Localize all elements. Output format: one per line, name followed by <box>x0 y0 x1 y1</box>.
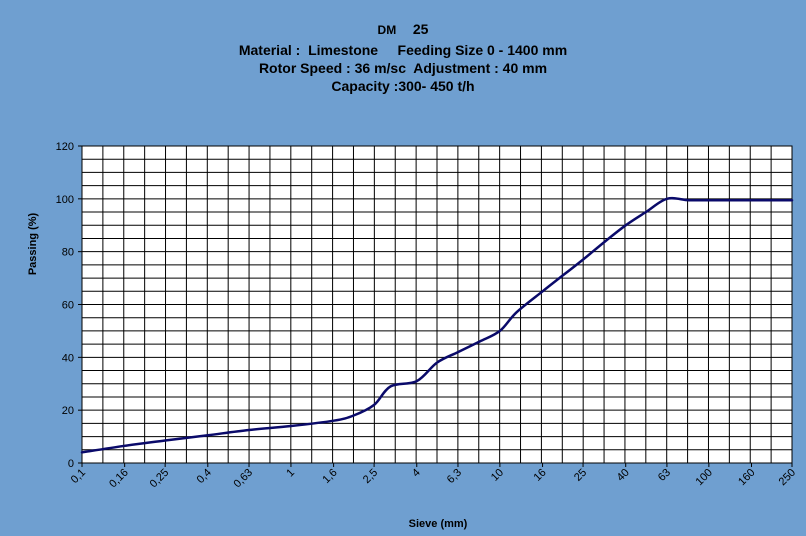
title-line-rotor: Rotor Speed : 36 m/sc Adjustment : 40 mm <box>258 60 548 76</box>
y-tick-label: 120 <box>56 141 74 153</box>
y-axis-ticks: 0 20 40 60 80 100 120 <box>56 141 82 470</box>
x-tick-label: 0,25 <box>148 467 172 491</box>
x-tick-label: 0,16 <box>107 467 131 491</box>
model-number: 25 <box>412 21 429 37</box>
x-tick-label: 250 <box>777 467 798 488</box>
x-tick-label: 40 <box>615 467 632 484</box>
x-tick-label: 6,3 <box>445 467 464 486</box>
horizontal-gridlines <box>82 158 792 451</box>
y-tick-label: 40 <box>62 352 74 364</box>
x-axis-title: Sieve (mm) <box>409 518 468 530</box>
y-tick-label: 20 <box>62 405 74 417</box>
model-code: DM <box>377 23 397 37</box>
x-tick-label: 25 <box>572 467 589 484</box>
y-tick-label: 80 <box>62 247 74 259</box>
x-tick-label: 1,6 <box>320 467 339 486</box>
x-tick-label: 0,4 <box>195 467 214 486</box>
y-tick-label: 0 <box>68 458 74 470</box>
x-tick-label: 100 <box>694 467 715 488</box>
title-line-model: DM 25 <box>0 18 806 41</box>
x-tick-label: 0,63 <box>232 467 256 491</box>
x-tick-label: 4 <box>410 467 423 480</box>
x-tick-label: 160 <box>736 467 757 488</box>
y-tick-label: 100 <box>56 194 74 206</box>
x-tick-label: 1 <box>284 467 297 480</box>
y-tick-label: 60 <box>62 300 74 312</box>
x-tick-label: 2,5 <box>361 467 380 486</box>
chart-title: DM 25 Material : Limestone Feeding Size … <box>0 18 806 95</box>
passing-curve <box>80 196 794 454</box>
title-line-capacity: Capacity :300- 450 t/h <box>331 78 475 94</box>
y-axis-title: Passing (%) <box>27 212 39 275</box>
x-tick-label: 16 <box>532 467 549 484</box>
title-line-material: Material : Limestone Feeding Size 0 - 14… <box>238 42 568 58</box>
x-axis-ticks: 0,1 0,16 0,25 0,4 0,63 1 1,6 2,5 4 6,3 10 16 25 40 63 1… <box>69 463 798 490</box>
x-tick-label: 63 <box>656 467 673 484</box>
x-tick-label: 10 <box>489 467 506 484</box>
